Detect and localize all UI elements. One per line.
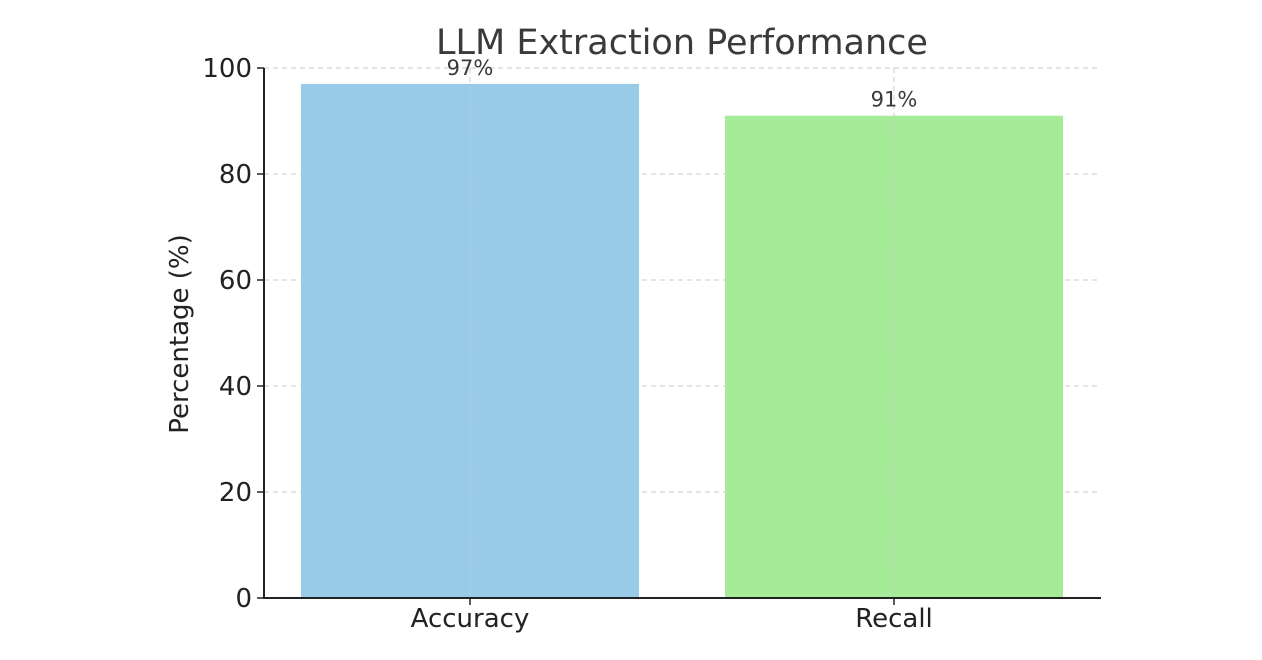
axes: 0 20 40 60 80 100 Accuracy Recall [202, 54, 1101, 634]
y-tick-label-0: 0 [235, 584, 252, 614]
y-tick-label-60: 60 [219, 266, 252, 296]
x-tick-label-accuracy: Accuracy [411, 604, 530, 634]
data-label-accuracy: 97% [447, 56, 494, 80]
vertical-grid [469, 68, 895, 598]
data-label-recall: 91% [871, 88, 918, 112]
y-tick-label-20: 20 [219, 478, 252, 508]
y-axis-label: Percentage (%) [165, 234, 195, 434]
data-labels: 97% 91% [447, 56, 918, 112]
bars [301, 83, 1063, 598]
x-tick-label-recall: Recall [855, 604, 933, 634]
y-tick-label-40: 40 [219, 372, 252, 402]
chart-title: LLM Extraction Performance [436, 23, 928, 63]
y-tick-label-80: 80 [219, 160, 252, 190]
y-tick-label-100: 100 [202, 54, 252, 84]
